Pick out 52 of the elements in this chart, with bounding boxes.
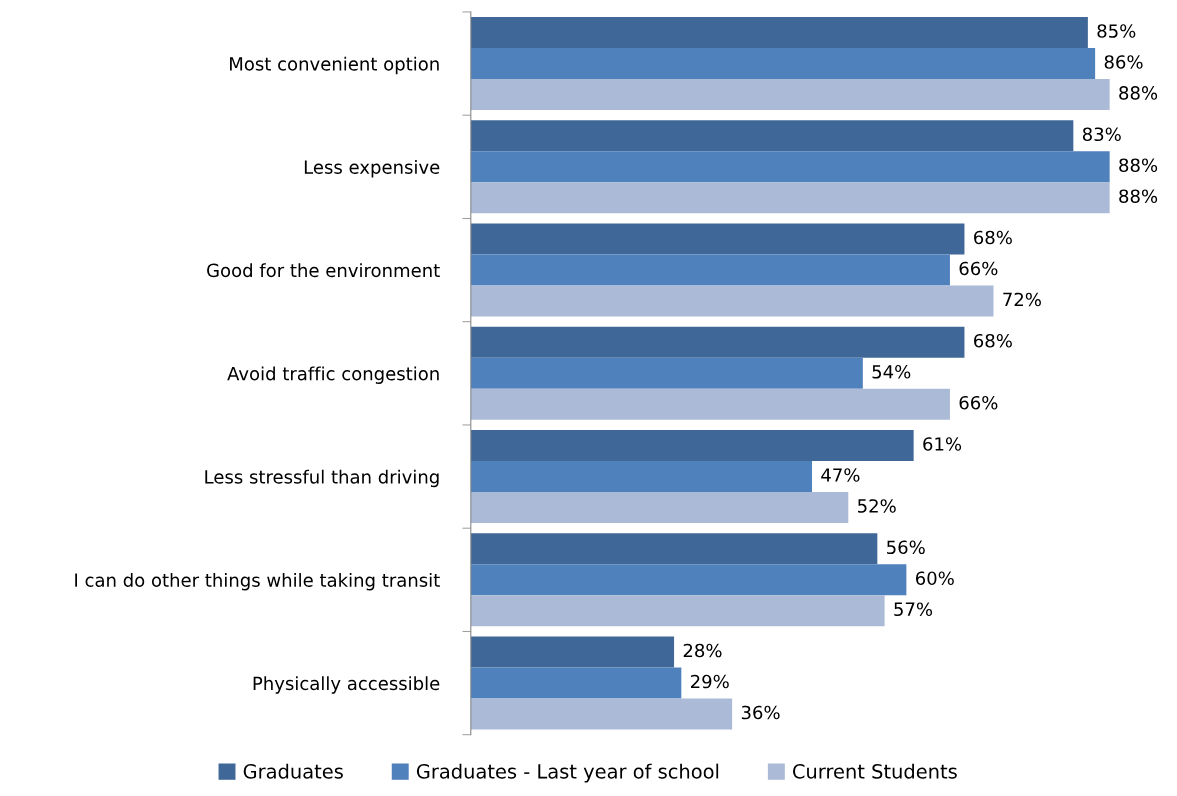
bar bbox=[470, 636, 675, 668]
y-tick-label: Good for the environment bbox=[207, 263, 440, 278]
bar bbox=[470, 285, 994, 317]
data-label: 68% bbox=[974, 333, 1012, 348]
bar bbox=[470, 182, 1110, 214]
data-label: 85% bbox=[1097, 24, 1136, 38]
data-label: 36% bbox=[741, 705, 780, 720]
data-label: 61% bbox=[923, 437, 962, 451]
data-label: 88% bbox=[1119, 158, 1158, 173]
bar bbox=[470, 357, 863, 389]
data-label: 66% bbox=[959, 261, 998, 276]
y-tick-label: I can do other things while taking transit bbox=[75, 572, 440, 591]
data-label: 54% bbox=[872, 364, 911, 379]
data-label: 47% bbox=[821, 468, 860, 482]
data-label: 83% bbox=[1082, 127, 1121, 142]
y-tick-label: Physically accessible bbox=[253, 676, 440, 694]
data-label: 66% bbox=[959, 395, 998, 410]
data-label: 60% bbox=[915, 571, 954, 586]
bar bbox=[470, 667, 682, 699]
bar bbox=[470, 461, 812, 493]
data-label: 56% bbox=[887, 540, 925, 555]
bar bbox=[470, 151, 1110, 183]
data-label: 57% bbox=[894, 602, 933, 617]
bar bbox=[470, 223, 965, 255]
legend-label: Graduates bbox=[243, 763, 343, 779]
data-label: 29% bbox=[690, 674, 729, 689]
bar bbox=[470, 533, 878, 565]
data-label: 52% bbox=[858, 499, 896, 513]
bar bbox=[470, 492, 849, 524]
bar bbox=[470, 326, 965, 358]
data-label: 88% bbox=[1119, 86, 1158, 100]
data-label: 28% bbox=[683, 643, 722, 658]
bar bbox=[470, 388, 950, 420]
legend-label: Graduates - Last year of school bbox=[416, 763, 719, 783]
bar bbox=[470, 564, 907, 596]
y-tick-label: Most convenient option bbox=[230, 56, 439, 75]
bar bbox=[470, 698, 733, 730]
data-label: 72% bbox=[1003, 292, 1041, 307]
bar bbox=[470, 17, 1088, 49]
y-tick-label: Less stressful than driving bbox=[205, 469, 439, 488]
bar bbox=[470, 48, 1096, 80]
y-tick-label: Less expensive bbox=[304, 159, 440, 178]
y-tick-label: Avoid traffic congestion bbox=[227, 366, 439, 384]
bar bbox=[470, 120, 1074, 152]
bar bbox=[470, 595, 885, 627]
bar bbox=[470, 79, 1110, 111]
data-label: 68% bbox=[974, 230, 1012, 245]
bar bbox=[470, 254, 950, 286]
data-label: 88% bbox=[1119, 189, 1158, 204]
legend-label: Current Students bbox=[792, 763, 957, 779]
bar bbox=[470, 430, 914, 462]
data-label: 86% bbox=[1104, 55, 1143, 69]
